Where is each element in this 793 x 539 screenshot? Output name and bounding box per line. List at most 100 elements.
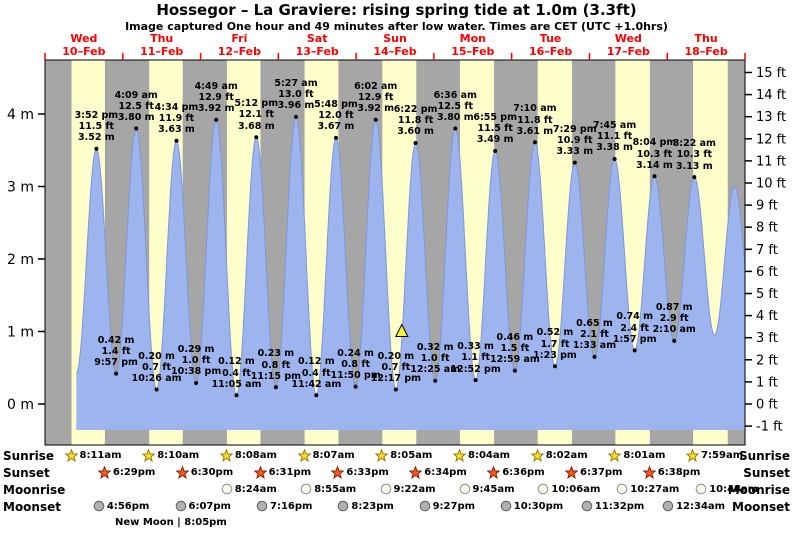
moonset-time: 8:23pm	[351, 500, 394, 512]
moonrise-row-label-right: Moonrise	[727, 483, 790, 497]
day-name: Tue	[539, 32, 562, 45]
moonrise-event: 10:27am	[616, 483, 679, 495]
annotation-line: 11.8 ft	[517, 114, 553, 126]
annotation-line: 10.3 ft	[636, 148, 673, 160]
sunrise-icon	[219, 449, 233, 462]
annotation-line: 3.68 m	[237, 120, 275, 132]
tide-extreme-dot	[114, 371, 119, 376]
high-tide-annotation: 3:52 pm 11.5 ft 3.52 m	[75, 110, 119, 144]
annotation-line: 3.96 m	[277, 100, 315, 112]
tide-area	[76, 116, 745, 431]
day-label: Wed 10–Feb	[62, 32, 105, 58]
moonset-icon	[93, 500, 105, 512]
moonrise-time: 10:06am	[551, 483, 601, 495]
tide-extreme-dot	[373, 117, 378, 122]
annotation-line: 1.5 ft	[500, 342, 530, 354]
day-name: Thu	[150, 32, 174, 45]
low-tide-annotation: 0.65 m 2.1 ft 1:33 am	[573, 318, 616, 352]
annotation-line: 3.52 m	[78, 132, 115, 144]
moonset-time: 9:27pm	[432, 500, 476, 512]
sunset-time: 6:31pm	[268, 467, 312, 478]
annotation-line: 10.9 ft	[557, 134, 593, 146]
sunset-event: 6:34pm	[409, 466, 467, 479]
low-tide-annotation: 0.29 m 1.0 ft 10:38 pm	[171, 344, 221, 378]
annotation-line: 4:09 am	[114, 89, 158, 101]
right-axis-label: 13 ft	[756, 110, 786, 125]
annotation-line: 0.4 ft	[301, 367, 331, 379]
sunset-icon	[331, 466, 345, 479]
annotation-line: 3.92 m	[357, 103, 395, 115]
moonrise-event: 8:24am	[221, 483, 277, 495]
sunrise-icon	[530, 449, 544, 462]
annotation-line: 12.1 ft	[238, 109, 275, 121]
sunset-event: 6:33pm	[331, 466, 389, 479]
left-axis-label: 3 m	[7, 180, 34, 196]
annotation-line: 0.8 ft	[341, 358, 370, 370]
tide-extreme-dot	[334, 135, 338, 140]
annotation-line: 9:57 pm	[94, 357, 138, 368]
moonset-time: 12:34am	[676, 500, 726, 512]
annotation-line: 12.9 ft	[198, 92, 234, 103]
sunrise-time: 8:10am	[157, 450, 200, 461]
day-label: Wed 17–Feb	[606, 32, 650, 58]
annotation-line: 0.7 ft	[142, 361, 171, 373]
moonrise-event: 10:48am	[695, 483, 758, 495]
annotation-line: 3.60 m	[397, 126, 434, 138]
annotation-line: 3.61 m	[516, 125, 554, 137]
annotation-line: 0.65 m	[576, 317, 613, 329]
annotation-line: 6:36 am	[433, 89, 477, 101]
sunrise-event: 8:08am	[219, 449, 277, 462]
day-name: Wed	[70, 32, 98, 45]
sunrise-icon	[64, 449, 78, 462]
sunrise-event: 8:05am	[375, 449, 432, 462]
annotation-line: 3.13 m	[675, 160, 713, 172]
sunrise-icon	[453, 449, 466, 462]
right-axis-label: 3 ft	[756, 331, 778, 346]
annotation-line: 5:12 pm	[234, 98, 279, 110]
annotation-line: 0.23 m	[257, 348, 295, 360]
current-level-marker	[394, 323, 409, 337]
moonrise-row-label-left: Moonrise	[3, 483, 66, 497]
low-tide-annotation: 0.32 m 1.0 ft 12:25 am	[410, 342, 460, 376]
sunset-event: 6:38pm	[642, 466, 700, 479]
sunrise-event: 8:10am	[142, 449, 199, 462]
annotation-line: 11:42 am	[291, 378, 342, 390]
annotation-line: 0.32 m	[416, 341, 454, 353]
annotation-line: 2:10 am	[652, 324, 696, 336]
sunset-time: 6:33pm	[346, 467, 389, 478]
high-tide-annotation: 6:02 am 12.9 ft 3.92 m	[354, 81, 397, 115]
annotation-line: 3.92 m	[197, 103, 235, 115]
annotation-line: 0.12 m	[218, 356, 255, 368]
moonrise-time: 8:55am	[314, 483, 357, 495]
annotation-line: 7:45 am	[592, 120, 637, 131]
right-axis-label: 12 ft	[756, 132, 786, 147]
tide-extreme-dot	[134, 126, 139, 131]
moonset-event: 9:27pm	[419, 500, 475, 512]
low-tide-annotation: 0.42 m 1.4 ft 9:57 pm	[94, 335, 138, 369]
sunrise-event: 8:11am	[64, 449, 122, 462]
tide-extreme-dot	[572, 160, 577, 165]
high-tide-annotation: 6:55 pm 11.5 ft 3.49 m	[473, 112, 517, 146]
sunrise-icon	[608, 449, 622, 462]
moonset-event: 6:07pm	[175, 500, 231, 512]
annotation-line: 1.1 ft	[461, 352, 490, 364]
tide-extreme-dot	[154, 387, 159, 392]
tide-extreme-dot	[453, 126, 458, 131]
annotation-line: 7:10 am	[513, 103, 557, 115]
moonrise-event: 8:55am	[300, 483, 356, 495]
moonset-event: 8:23pm	[337, 500, 394, 512]
moonset-time: 10:30pm	[513, 500, 564, 512]
moonset-row-label-left: Moonset	[3, 500, 61, 514]
right-axis-label: 7 ft	[756, 243, 778, 258]
left-axis-label: 0 m	[7, 397, 34, 413]
annotation-line: 5:48 pm	[314, 98, 358, 110]
moonset-time: 7:16pm	[270, 500, 313, 512]
annotation-line: 12:25 am	[410, 364, 461, 376]
sunset-row-label-right: Sunset	[743, 466, 790, 480]
day-date: 17–Feb	[606, 44, 650, 58]
right-axis-label: -1 ft	[756, 420, 783, 435]
low-tide-annotation: 0.23 m 0.8 ft 11:15 pm	[251, 348, 301, 382]
annotation-line: 6:02 am	[354, 80, 398, 92]
